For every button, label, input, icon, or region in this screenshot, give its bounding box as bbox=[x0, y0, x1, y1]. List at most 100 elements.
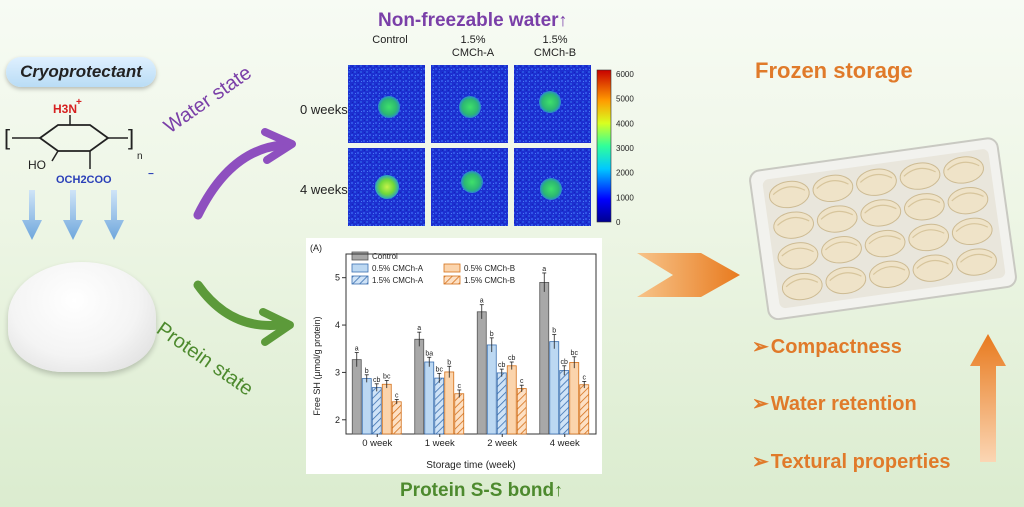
significance-letter: a bbox=[542, 266, 546, 273]
bar bbox=[371, 387, 382, 435]
legend-label: 1.5% CMCh-B bbox=[464, 276, 515, 285]
down-arrows bbox=[22, 190, 124, 240]
bar bbox=[539, 282, 550, 435]
property-compactness: ➢ Compactness bbox=[752, 334, 902, 359]
carboxyl-charge: − bbox=[148, 169, 154, 180]
curved-arrows bbox=[193, 128, 296, 346]
col-header-line1: 1.5% bbox=[460, 34, 486, 46]
down-arrow-1 bbox=[22, 190, 42, 240]
col-header-line2: CMCh-A bbox=[451, 47, 495, 59]
up-arrow-icon: ↑ bbox=[558, 10, 568, 30]
bar bbox=[496, 372, 507, 435]
legend-swatch bbox=[351, 263, 369, 273]
significance-letter: bc bbox=[571, 350, 579, 357]
bracket-left: [ bbox=[4, 125, 10, 150]
dumpling-tray-image bbox=[749, 137, 1017, 320]
col-header-line2: CMCh-B bbox=[533, 47, 577, 59]
mri-tile-4w-control bbox=[348, 148, 425, 226]
colorbar: 6000 5000 4000 3000 2000 1000 0 bbox=[596, 69, 634, 227]
significance-letter: cb bbox=[561, 359, 569, 366]
col-header-line1: 1.5% bbox=[542, 34, 568, 46]
amine-group: H3N bbox=[53, 102, 77, 116]
frozen-storage-title: Frozen storage bbox=[755, 58, 913, 83]
chart-panel-label: (A) bbox=[310, 243, 322, 253]
protein-ss-title: Protein S-S bond↑ bbox=[400, 480, 563, 502]
bracket-right: ] bbox=[128, 125, 134, 150]
col-header-cmch-a: 1.5% CMCh-A bbox=[428, 34, 518, 60]
nonfreezable-text: Non-freezable water bbox=[378, 10, 559, 31]
legend-label: 1.5% CMCh-A bbox=[372, 276, 424, 285]
row-header-4-weeks: 4 weeks bbox=[300, 182, 348, 197]
bar bbox=[506, 365, 517, 435]
colorbar-tick-label: 1000 bbox=[616, 193, 634, 202]
bar bbox=[361, 378, 372, 435]
chevron-right-icon: ➢ bbox=[752, 336, 769, 358]
bar bbox=[391, 401, 402, 435]
significance-letter: bc bbox=[383, 373, 391, 380]
x-tick-label: 0 week bbox=[362, 438, 392, 449]
cryoprotectant-text: Cryoprotectant bbox=[20, 62, 142, 81]
legend-label: Control bbox=[372, 252, 398, 261]
mri-tile-0w-cmch-b bbox=[514, 65, 591, 143]
up-arrow-icon: ↑ bbox=[554, 480, 564, 500]
mri-tile-4w-cmch-a bbox=[431, 148, 508, 226]
repeat-subscript: n bbox=[137, 151, 143, 162]
protein-curve-arrow bbox=[193, 280, 285, 330]
amine-charge: + bbox=[76, 97, 82, 108]
significance-letter: cb bbox=[498, 362, 506, 369]
free-sh-bar-chart: (A) Control 0.5% CMCh-A 1.5% CMCh-A 0.5% CM… bbox=[306, 238, 602, 474]
property-textural: ➢ Textural properties bbox=[752, 449, 950, 474]
colorbar-gradient bbox=[596, 69, 612, 223]
legend-label: 0.5% CMCh-B bbox=[464, 264, 515, 273]
col-header-control: Control bbox=[345, 34, 435, 47]
chart-x-axis-label: Storage time (week) bbox=[426, 460, 515, 471]
bar bbox=[414, 338, 425, 435]
significance-letter: cb bbox=[508, 355, 516, 362]
significance-letter: b bbox=[447, 359, 451, 366]
bar bbox=[569, 362, 580, 435]
row-header-0-weeks: 0 weeks bbox=[300, 102, 348, 117]
significance-letter: a bbox=[480, 298, 484, 305]
colorbar-tick-label: 2000 bbox=[616, 169, 634, 178]
legend-label: 0.5% CMCh-A bbox=[372, 264, 424, 273]
colorbar-tick-label: 0 bbox=[616, 218, 621, 227]
y-tick-label: 4 bbox=[335, 320, 340, 330]
colorbar-tick-label: 6000 bbox=[616, 70, 634, 79]
mri-images bbox=[348, 65, 591, 226]
bar bbox=[516, 388, 527, 435]
property-water-retention: ➢ Water retention bbox=[752, 391, 917, 416]
nonfreezable-title: Non-freezable water↑ bbox=[378, 10, 568, 32]
chitosan-structure: [ ] n H3N + HO OCH2COO − bbox=[4, 97, 154, 185]
significance-letter: b bbox=[365, 368, 369, 375]
significance-letter: ba bbox=[425, 350, 433, 357]
significance-letter: cb bbox=[373, 377, 381, 384]
x-tick-label: 2 week bbox=[487, 438, 517, 449]
bar bbox=[424, 361, 435, 435]
significance-letter: a bbox=[355, 346, 359, 353]
bar bbox=[381, 383, 392, 435]
chart-y-axis-label: Free SH (μmol/g protein) bbox=[312, 316, 322, 415]
col-header-line2: Control bbox=[372, 34, 408, 46]
bar bbox=[454, 393, 465, 435]
x-tick-label: 1 week bbox=[425, 438, 455, 449]
chevron-right-icon: ➢ bbox=[752, 451, 769, 473]
down-arrow-3 bbox=[104, 190, 124, 240]
colorbar-tick-label: 3000 bbox=[616, 144, 634, 153]
down-arrow-2 bbox=[63, 190, 83, 240]
orange-chevron-arrow bbox=[637, 253, 740, 297]
legend-swatch bbox=[443, 275, 461, 285]
col-header-cmch-b: 1.5% CMCh-B bbox=[510, 34, 600, 60]
colorbar-tick-label: 5000 bbox=[616, 95, 634, 104]
dough-ball-image bbox=[8, 262, 156, 372]
significance-letter: c bbox=[520, 378, 524, 385]
bar bbox=[549, 341, 560, 435]
significance-letter: c bbox=[583, 374, 587, 381]
property-text: Water retention bbox=[770, 393, 917, 415]
y-tick-label: 5 bbox=[335, 273, 340, 283]
significance-letter: c bbox=[395, 392, 399, 399]
legend-swatch bbox=[351, 251, 369, 261]
significance-letter: a bbox=[417, 325, 421, 332]
significance-letter: b bbox=[490, 331, 494, 338]
property-text: Compactness bbox=[770, 336, 902, 358]
mri-tile-4w-cmch-b bbox=[514, 148, 591, 226]
